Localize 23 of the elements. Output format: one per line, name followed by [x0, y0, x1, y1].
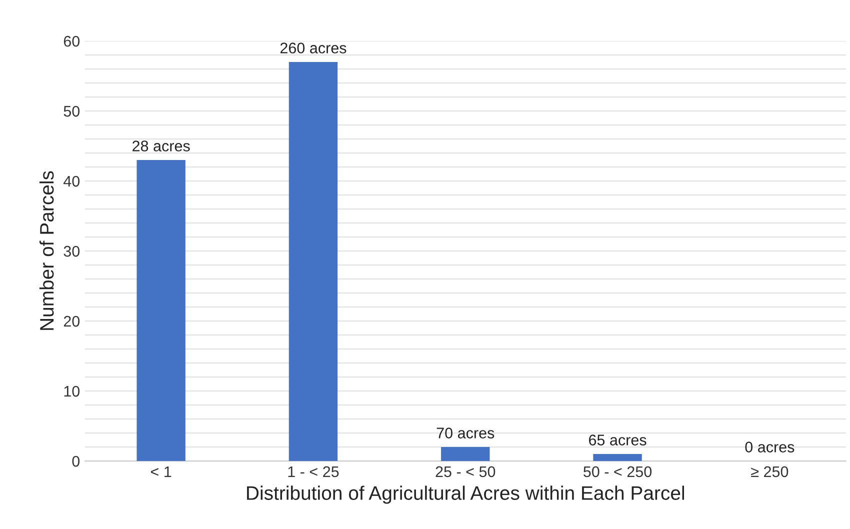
x-tick-label: 1 - < 25	[288, 466, 339, 478]
y-tick-label: 40	[64, 176, 80, 187]
x-axis-title: Distribution of Agricultural Acres within Each Parcel	[247, 486, 684, 504]
y-tick-label: 60	[64, 36, 80, 47]
x-tick-label: < 1	[151, 466, 172, 477]
annotation: 70 acres	[436, 428, 494, 438]
y-tick-label: 50	[64, 106, 80, 117]
y-tick-label: 0	[72, 456, 80, 467]
y-tick-label: 20	[64, 316, 80, 327]
annotation: 28 acres	[132, 140, 190, 152]
x-tick-label: 25 - < 50	[436, 466, 496, 478]
bar	[593, 454, 642, 462]
annotation: 65 acres	[589, 434, 646, 446]
bar	[136, 160, 186, 462]
bar	[441, 447, 490, 462]
y-axis-title: Number of Parcels	[39, 171, 54, 330]
annotation: 260 acres	[280, 42, 346, 54]
x-tick-label: 50 - < 250	[584, 466, 652, 478]
y-tick-label: 10	[64, 386, 80, 397]
bar	[288, 62, 338, 462]
annotation: 0 acres	[745, 442, 794, 452]
y-tick-label: 30	[64, 246, 80, 257]
x-tick-label: ≥ 250	[751, 466, 788, 478]
